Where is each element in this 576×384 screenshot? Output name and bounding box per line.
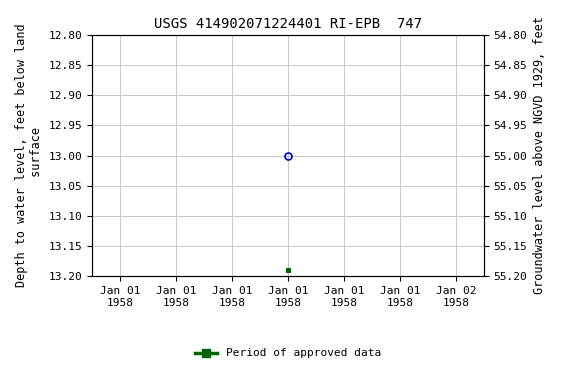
Legend: Period of approved data: Period of approved data — [191, 344, 385, 363]
Title: USGS 414902071224401 RI-EPB  747: USGS 414902071224401 RI-EPB 747 — [154, 17, 422, 31]
Y-axis label: Depth to water level, feet below land
 surface: Depth to water level, feet below land su… — [15, 24, 43, 287]
Y-axis label: Groundwater level above NGVD 1929, feet: Groundwater level above NGVD 1929, feet — [533, 17, 546, 295]
